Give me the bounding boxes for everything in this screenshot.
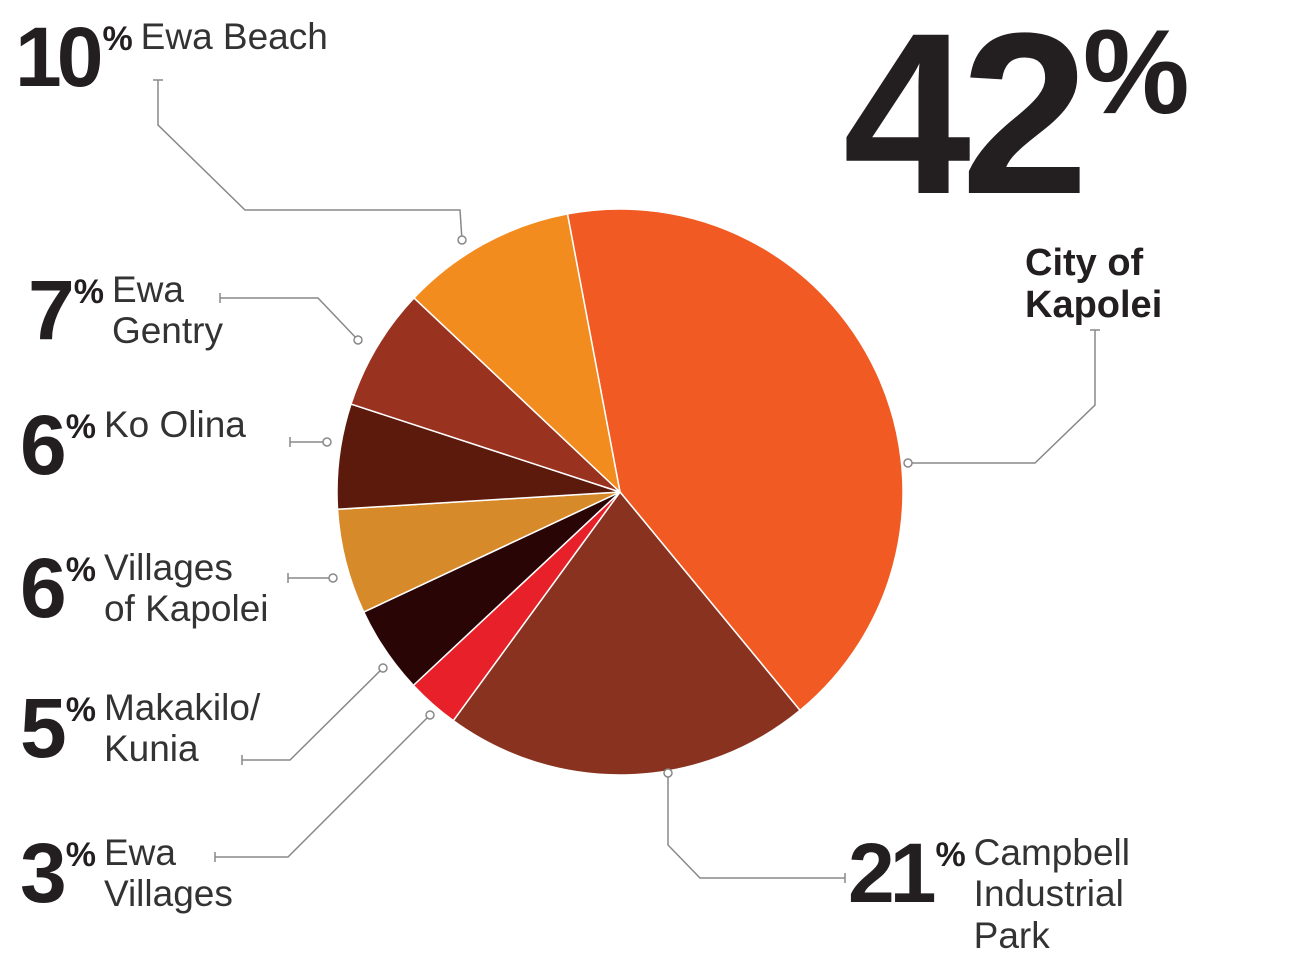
value-unit: % [935,836,966,874]
slice-label: 10% Ewa Beach [15,10,328,104]
pie-slice [566,208,904,712]
value-unit: % [102,20,133,58]
value-unit: % [73,273,104,311]
leader-dot [322,437,332,447]
leader-dot [425,710,435,720]
value-label: 3 [20,826,67,920]
slice-label: 6% Villages of Kapolei [20,541,269,635]
pie-slice [412,213,622,495]
value-label: 10 [15,10,103,104]
category-label: Ewa Villages [103,832,233,915]
slice-label: 3% Ewa Villages [20,826,233,920]
value-unit: % [65,691,96,729]
category-label: City of Kapolei [1025,242,1163,326]
pie-slice [350,296,621,493]
slice-label: 7% Ewa Gentry [28,263,223,357]
leader-dot [457,235,467,245]
slice-label: 6% Ko Olina [20,398,246,492]
leader-line [157,80,463,241]
value-unit: % [65,408,96,446]
slice-label: 42% [843,0,1198,242]
category-label: Villages of Kapolei [103,547,269,630]
value-label: 6 [20,541,67,635]
leader-line [220,297,359,341]
category-label: Ewa Gentry [111,269,223,352]
pie-slice [452,490,802,776]
leader-line [908,330,1096,464]
value-label: 6 [20,398,67,492]
leader-dot [353,335,363,345]
leader-dot [328,573,338,583]
category-label: Ko Olina [103,404,246,445]
value-label: 42 [843,0,1089,242]
category-label: Ewa Beach [140,16,328,57]
value-label: 5 [20,681,67,775]
slice-label: 5% Makakilo/ Kunia [20,681,260,775]
value-label: 7 [28,263,75,357]
value-unit: % [1082,5,1190,139]
leader-line [242,667,384,761]
leader-line [667,773,845,879]
slice-label: 21% Campbell Industrial Park [848,826,1130,956]
category-label: Makakilo/ Kunia [103,687,261,770]
category-label: Campbell Industrial Park [973,832,1130,956]
leader-dot [378,663,388,673]
leader-dot [663,768,673,778]
value-label: 21 [848,826,936,920]
leader-dot [903,458,913,468]
value-unit: % [65,551,96,589]
leader-line [215,714,431,858]
value-unit: % [65,836,96,874]
